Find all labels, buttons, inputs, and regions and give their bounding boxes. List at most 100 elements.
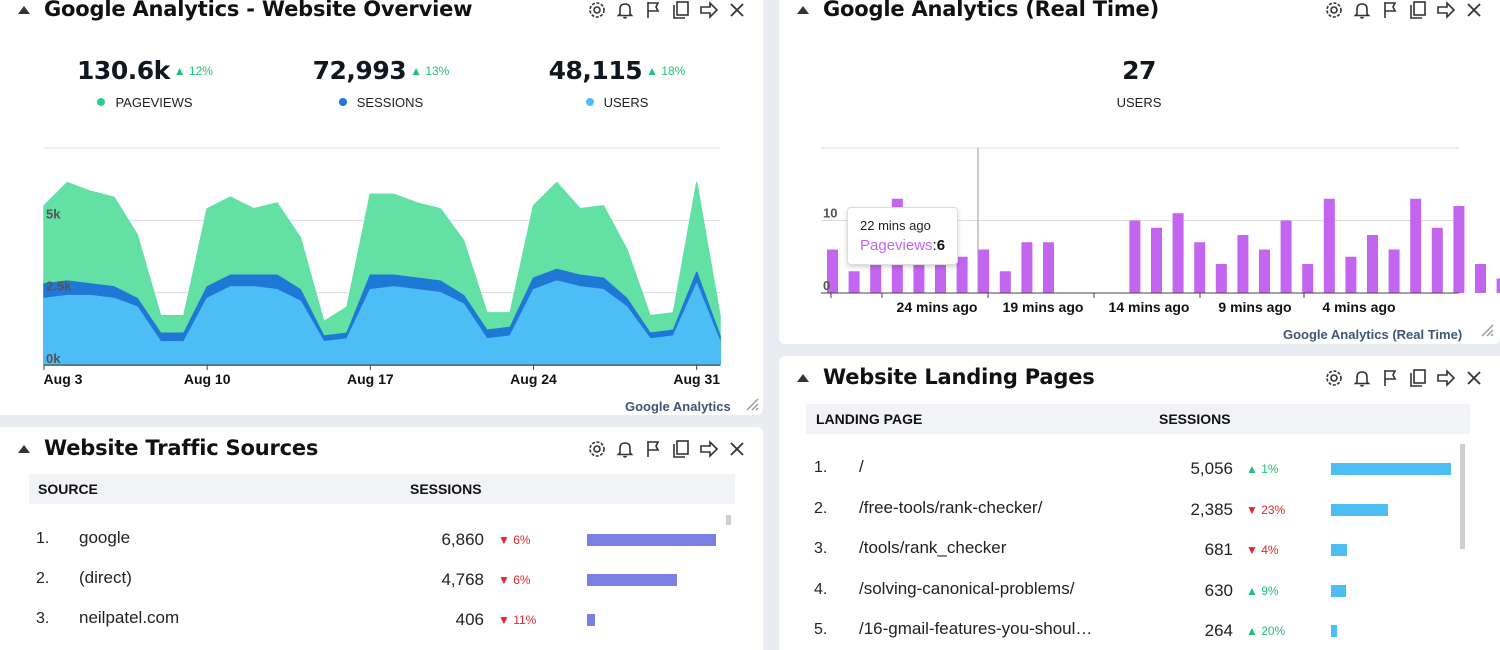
pageviews-bar[interactable] [1259,249,1270,294]
row-page: /solving-canonical-problems/ [859,578,1075,598]
pageviews-bar[interactable] [1496,278,1500,294]
collapse-caret-icon[interactable] [18,445,30,453]
pageviews-bar[interactable] [870,242,882,293]
pageviews-bar[interactable] [1043,242,1054,293]
table-row[interactable]: 2. (direct) 4,768 ▼ 6% [0,568,740,596]
table-row[interactable]: 4. /solving-canonical-problems/630 ▲ 9% [779,579,1479,607]
column-header-landing-page[interactable]: LANDING PAGE [816,411,923,427]
bell-button[interactable] [615,439,635,459]
gear-button[interactable] [1324,0,1344,20]
copy-button[interactable] [1408,0,1428,20]
resize-handle-icon[interactable] [745,397,759,411]
flag-button[interactable] [1380,368,1400,388]
overview-footer-link[interactable]: Google Analytics [625,399,731,414]
row-change: ▼ 11% [498,613,537,627]
copy-button[interactable] [671,439,691,459]
scrollbar[interactable] [726,515,731,525]
bell-button[interactable] [1352,368,1372,388]
pageviews-bar[interactable] [1151,227,1162,293]
share-arrow-button[interactable] [699,0,719,20]
pageviews-bar[interactable] [1129,220,1141,294]
landing-toolbar [1324,368,1484,388]
copy-icon [1410,1,1426,19]
pageviews-bar[interactable] [1410,198,1422,293]
collapse-caret-icon[interactable] [18,6,30,14]
pageviews-bar[interactable] [848,271,860,293]
pageviews-bar[interactable] [1431,227,1443,293]
resize-handle-icon[interactable] [1480,323,1494,337]
chart-tooltip: 22 mins ago Pageviews:6 [847,207,959,265]
pageviews-bar[interactable] [1021,242,1033,293]
x-tick-label: 9 mins ago [1218,299,1291,315]
row-page: /16-gmail-features-you-shoul… [859,619,1093,638]
flag-button[interactable] [643,439,663,459]
pageviews-bar[interactable] [827,249,838,294]
y-tick-label: 2.5k [46,279,72,294]
pageviews-bar[interactable] [956,256,968,293]
pageviews-bar[interactable] [1237,235,1249,293]
row-change: ▲ 9% [1246,583,1279,598]
close-icon [1467,371,1481,385]
collapse-caret-icon[interactable] [797,374,809,382]
table-row[interactable]: 1. google 6,860 ▼ 6% [0,528,740,556]
realtime-bar-chart[interactable]: 0 10 24 mins ago 19 mins ago 14 mins ago 9 mi… [779,0,1500,344]
gear-button[interactable] [587,0,607,20]
table-row[interactable]: 3. neilpatel.com 406 ▼ 11% [0,608,740,636]
pageviews-bar[interactable] [1215,264,1227,293]
share-arrow-button[interactable] [699,439,719,459]
overview-area-chart[interactable]: 0k 2.5k 5k Aug 3 Aug 10 Aug 17 Aug 24 Aug 31 [0,0,763,415]
close-button[interactable] [727,0,747,20]
realtime-footer-link[interactable]: Google Analytics (Real Time) [1283,327,1463,342]
column-header-sessions[interactable]: SESSIONS [1159,411,1231,427]
bell-button[interactable] [1352,0,1372,20]
pageviews-bar[interactable] [1367,235,1378,293]
row-change: ▲ 20% [1246,624,1286,638]
gear-button[interactable] [1324,368,1344,388]
scrollbar[interactable] [1460,444,1465,549]
close-button[interactable] [1464,0,1484,20]
row-rank: 2. [814,499,828,517]
copy-button[interactable] [1408,368,1428,388]
bell-button[interactable] [615,0,635,20]
pageviews-bar[interactable] [1302,264,1314,293]
pageviews-bar[interactable] [1388,249,1400,294]
collapse-caret-icon[interactable] [797,6,809,14]
pageviews-bar[interactable] [978,249,990,294]
share-arrow-button[interactable] [1436,368,1456,388]
flag-button[interactable] [1380,0,1400,20]
copy-button[interactable] [671,0,691,20]
gear-icon [1326,370,1342,386]
pageviews-bar[interactable] [1280,220,1292,294]
close-button[interactable] [1464,368,1484,388]
close-button[interactable] [727,439,747,459]
x-tick-label: Aug 24 [510,371,557,387]
y-tick-label: 0 [823,278,830,293]
x-tick-label: Aug 3 [44,371,83,387]
gear-button[interactable] [587,439,607,459]
column-header-sessions[interactable]: SESSIONS [410,481,482,497]
flag-button[interactable] [643,0,663,20]
pageviews-bar[interactable] [1345,256,1357,293]
table-row[interactable]: 2. /free-tools/rank-checker/2,385 ▼ 23% [779,498,1479,526]
table-row[interactable]: 1. / 5,056 ▲ 1% [779,457,1479,485]
tooltip-value: 6 [936,237,946,254]
realtime-widget: Google Analytics (Real Time) 27 USERS 0 1… [779,0,1500,344]
pageviews-bar[interactable] [1323,198,1335,293]
pageviews-bar[interactable] [1194,242,1206,293]
row-bar [587,574,677,586]
traffic-widget: Website Traffic Sources SOURCE SESSIONS … [0,427,763,650]
pageviews-bar[interactable] [999,271,1011,293]
table-row[interactable]: 3. /tools/rank_checker 681 ▼ 4% [779,538,1479,566]
kpi-realtime-users-value: 27 [1122,56,1156,85]
row-bar [1331,503,1388,516]
share-arrow-button[interactable] [1436,0,1456,20]
pageviews-bar[interactable] [1453,206,1465,293]
x-tick-label: 14 mins ago [1109,299,1190,315]
pageviews-bar[interactable] [935,264,946,293]
table-row[interactable]: 5. /16-gmail-features-you-shoul… 264 ▲ 20% [779,619,1479,647]
close-icon [730,442,744,456]
column-header-source[interactable]: SOURCE [38,481,98,497]
kpi-users-label: USERS [603,95,649,110]
pageviews-bar[interactable] [1475,264,1486,293]
pageviews-bar[interactable] [1172,213,1184,293]
